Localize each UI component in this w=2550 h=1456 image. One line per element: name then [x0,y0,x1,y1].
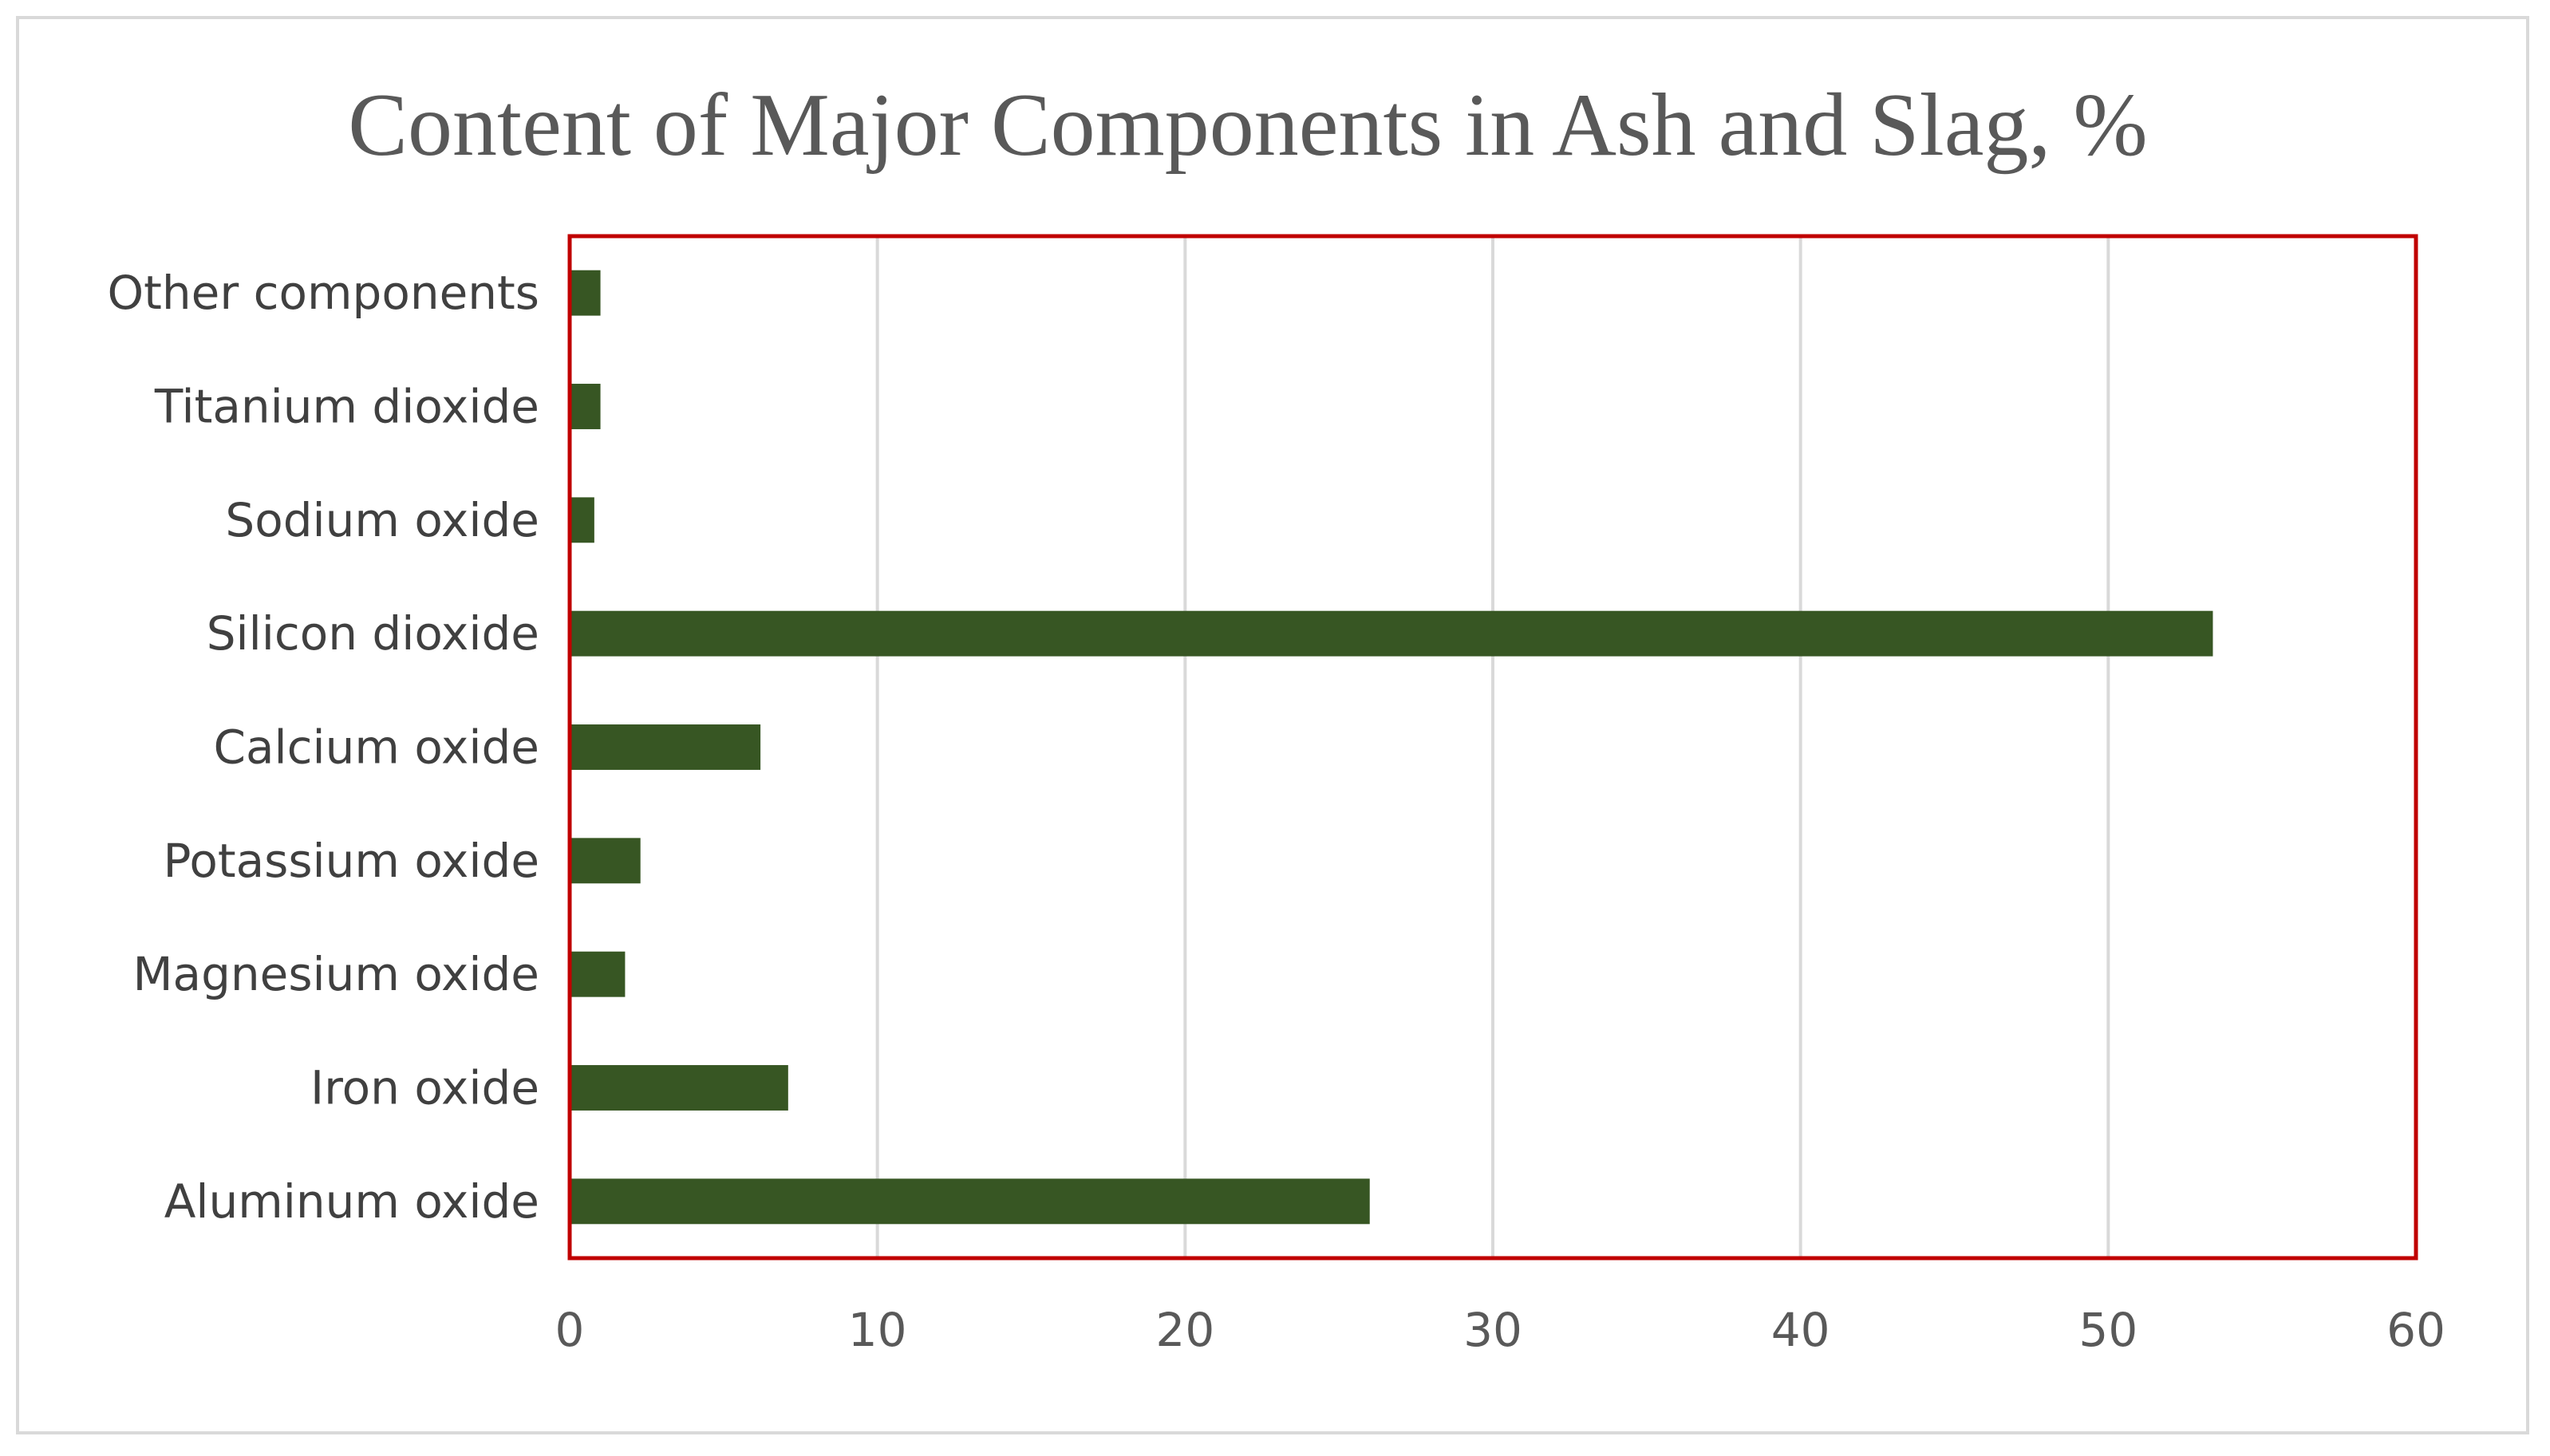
x-tick-label: 30 [1463,1303,1522,1357]
bar-magnesium-oxide [570,951,626,997]
chart-svg: Content of Major Components in Ash and S… [108,76,2445,1357]
bar-sodium-oxide [570,497,594,543]
category-label: Silicon dioxide [207,606,539,661]
category-label: Iron oxide [310,1061,539,1115]
x-axis-tick-labels: 0 10 20 30 40 50 60 [555,1303,2445,1357]
category-label: Other components [108,266,539,320]
x-tick-label: 50 [2078,1303,2138,1357]
chart-title: Content of Major Components in Ash and S… [348,76,2147,175]
bar-other-components [570,270,601,316]
bars [570,270,2213,1225]
bar-iron-oxide [570,1065,788,1111]
bar-titanium-dioxide [570,384,601,429]
category-label: Calcium oxide [214,720,540,775]
x-tick-label: 60 [2386,1303,2445,1357]
category-label: Sodium oxide [225,493,539,547]
bar-aluminum-oxide [570,1178,1370,1225]
x-tick-label: 20 [1155,1303,1214,1357]
x-tick-label: 10 [848,1303,907,1357]
category-label: Potassium oxide [163,834,539,888]
x-tick-label: 40 [1771,1303,1830,1357]
chart-frame: Content of Major Components in Ash and S… [16,16,2529,1434]
x-tick-label: 0 [555,1303,585,1357]
bar-potassium-oxide [570,838,641,884]
category-label: Titanium dioxide [154,380,539,434]
plot-area-border [567,234,2418,1261]
category-labels: Aluminum oxide Iron oxide Magnesium oxide P… [108,266,539,1229]
bar-silicon-dioxide [570,610,2213,657]
gridlines [875,236,2110,1258]
bar-calcium-oxide [570,724,761,770]
category-label: Magnesium oxide [132,947,539,1001]
category-label: Aluminum oxide [164,1174,539,1229]
